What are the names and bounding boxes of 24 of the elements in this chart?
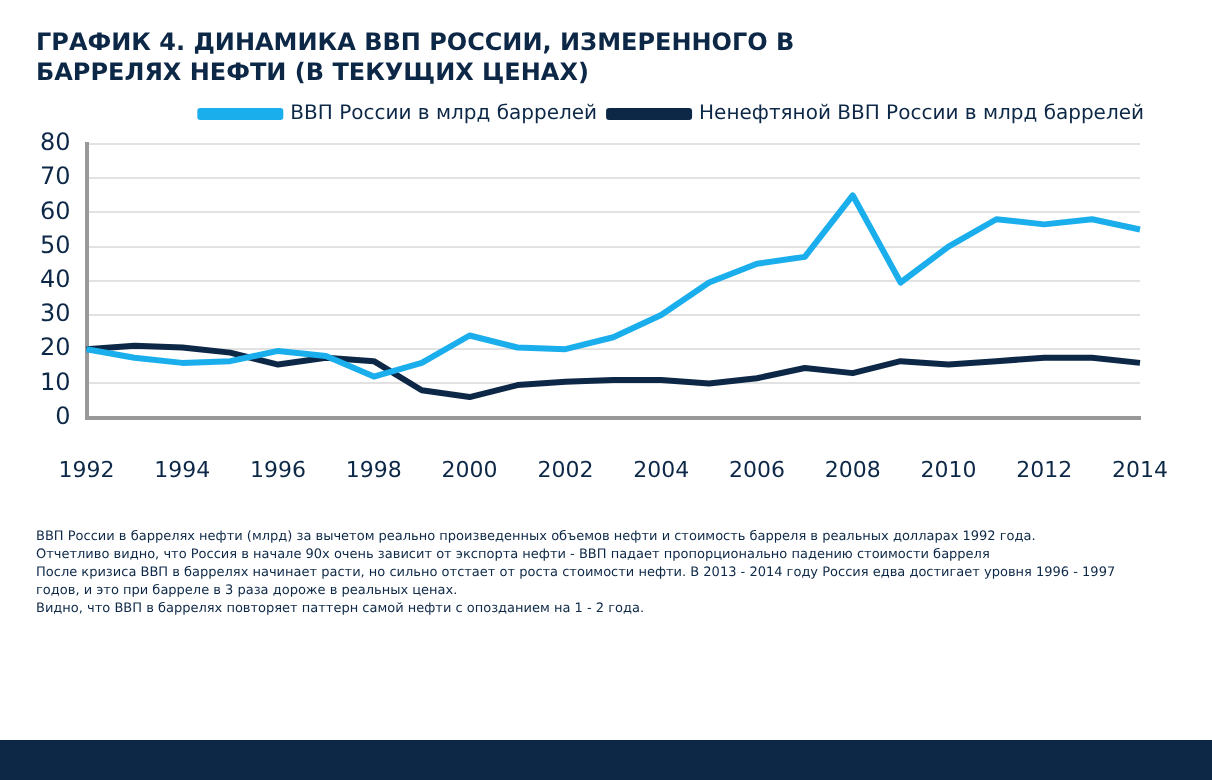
x-tick-label: 2000 [441, 456, 498, 483]
x-tick-label: 2004 [633, 456, 690, 483]
y-tick-label: 30 [39, 299, 71, 328]
y-tick-label: 10 [39, 367, 71, 396]
x-tick-label: 1994 [154, 456, 211, 483]
y-tick-label: 70 [39, 162, 71, 191]
x-tick-label: 2008 [824, 456, 881, 483]
x-tick-label: 2014 [1112, 456, 1169, 483]
x-tick-label: 2010 [920, 456, 977, 483]
chart-title: ГРАФИК 4. ДИНАМИКА ВВП РОССИИ, ИЗМЕРЕННОГО В БАРРЕЛЯХ НЕФТИ (В ТЕКУЩИХ ЦЕНАХ) [36, 28, 797, 88]
x-tick-label: 2006 [728, 456, 785, 483]
y-tick-label: 80 [39, 128, 71, 157]
y-tick-label: 0 [55, 401, 71, 430]
y-tick-label: 20 [39, 333, 71, 362]
x-tick-label: 1996 [250, 456, 307, 483]
y-tick-label: 60 [39, 196, 71, 225]
legend-label: ВВП России в млрд баррелей [290, 103, 598, 126]
x-tick-label: 2002 [537, 456, 594, 483]
y-tick-label: 50 [39, 230, 71, 259]
x-tick-label: 2012 [1016, 456, 1073, 483]
x-tick-label: 1998 [345, 456, 402, 483]
x-tick-label: 1992 [58, 456, 115, 483]
y-tick-label: 40 [39, 265, 71, 294]
legend-label: Ненефтяной ВВП России в млрд баррелей [699, 103, 1145, 126]
